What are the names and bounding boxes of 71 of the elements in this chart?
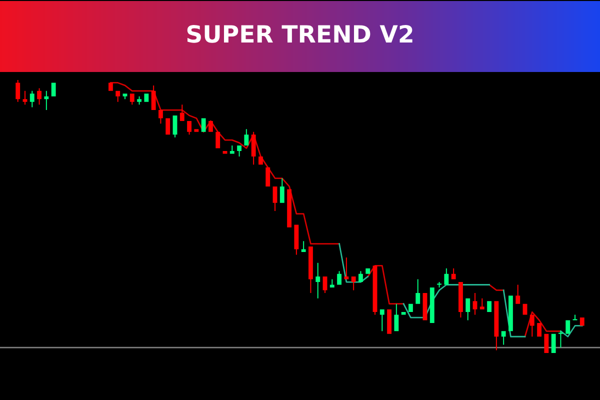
candlestick: [451, 268, 456, 280]
candlestick: [244, 129, 249, 146]
candlestick: [316, 262, 320, 298]
candlestick: [158, 110, 163, 124]
candlestick: [558, 331, 563, 348]
candlestick: [344, 257, 349, 280]
candlestick: [30, 90, 34, 108]
candlestick: [116, 90, 120, 102]
candlestick: [194, 129, 199, 132]
candlestick: [294, 224, 299, 255]
candlestick: [237, 146, 242, 156]
candlestick: [122, 94, 128, 100]
candlestick: [172, 115, 178, 138]
candlestick: [501, 331, 506, 345]
candlestick: [208, 120, 213, 132]
candlestick: [537, 322, 542, 337]
candlestick: [394, 304, 399, 332]
candlestick: [337, 271, 342, 285]
candlestick: [301, 241, 306, 252]
candlestick: [366, 268, 370, 274]
candlestick: [516, 284, 520, 304]
chart-title: SUPER TREND V2: [187, 24, 412, 43]
candlestick: [144, 94, 149, 102]
candlestick: [266, 167, 270, 186]
candlestick: [372, 266, 378, 315]
candlestick: [151, 85, 156, 110]
candlestick: [430, 287, 434, 323]
candlestick: [51, 82, 56, 96]
candlestick: [530, 314, 534, 337]
candlestick: [437, 282, 442, 288]
candlestick: [308, 246, 313, 293]
candlestick: [566, 320, 570, 334]
candlestick: [130, 94, 134, 105]
candlestick: [444, 268, 449, 285]
candlestick: [201, 118, 206, 132]
candlestick: [16, 80, 20, 102]
candlestick: [408, 304, 413, 312]
candlestick: [551, 334, 556, 353]
candlestick: [480, 298, 484, 310]
candlestick: [401, 312, 406, 315]
candlestick: [380, 309, 384, 332]
candlestick: [522, 304, 528, 315]
candlestick: [216, 132, 220, 148]
candlestick: [280, 178, 284, 203]
candlestick: [330, 279, 334, 288]
candlestick: [272, 186, 278, 212]
candlestick: [258, 156, 263, 165]
candlestick: [180, 104, 184, 121]
candlestick: [416, 279, 420, 304]
candlestick: [37, 88, 42, 105]
candlestick: [487, 301, 492, 312]
candlestick: [287, 189, 292, 228]
candlestick: [544, 334, 549, 353]
candlestick: [22, 90, 28, 105]
candlestick: [351, 276, 356, 290]
candlestick: [187, 120, 192, 135]
candlestick: [466, 298, 470, 320]
candlestick: [494, 301, 499, 350]
candlestick: [508, 296, 513, 332]
candlestick: [137, 96, 142, 105]
candlestick: [108, 82, 113, 91]
candlestick: [322, 276, 328, 293]
candlestick: [472, 292, 478, 315]
candlestick: [230, 146, 234, 154]
candlestick: [387, 309, 392, 334]
candlestick: [580, 318, 584, 326]
candlestick: [44, 90, 49, 110]
candlestick: [166, 118, 170, 135]
candlestick: [251, 132, 256, 165]
candlestick: [358, 271, 363, 282]
candlestick: [458, 282, 463, 318]
